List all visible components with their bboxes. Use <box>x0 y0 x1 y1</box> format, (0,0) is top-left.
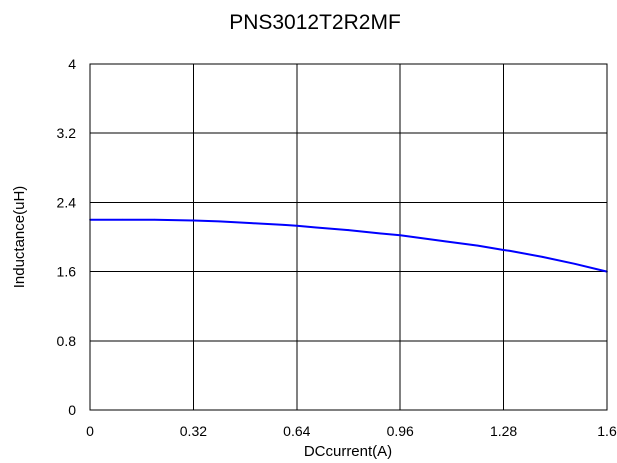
series-layer <box>89 218 608 273</box>
y-tick-label: 1.6 <box>57 264 77 280</box>
plot-frame <box>89 63 608 411</box>
x-tick-labels: 0 0.32 0.64 0.96 1.28 1.6 <box>86 423 617 439</box>
data-point <box>509 250 511 252</box>
x-tick-label: 1.6 <box>597 423 617 439</box>
data-point <box>192 219 195 222</box>
data-point <box>541 256 544 258</box>
chart-title: PNS3012T2R2MF <box>229 11 401 34</box>
series-line <box>90 218 608 273</box>
data-point <box>296 224 298 227</box>
data-point <box>573 263 576 265</box>
y-tick-label: 0 <box>68 402 76 418</box>
x-tick-label: 1.28 <box>490 423 517 439</box>
data-point <box>121 218 124 221</box>
x-axis-label: DCcurrent(A) <box>304 443 392 460</box>
data-point <box>283 224 285 226</box>
data-point <box>315 226 317 229</box>
data-point <box>476 244 479 247</box>
data-point <box>399 234 402 237</box>
x-tick-label: 0 <box>86 423 94 439</box>
data-point <box>250 222 253 224</box>
data-point <box>218 220 221 223</box>
data-point <box>347 229 350 231</box>
x-tick-label: 0.32 <box>180 423 207 439</box>
data-point <box>153 218 156 221</box>
y-axis-label: Inductance(uH) <box>11 186 28 289</box>
x-tick-label: 0.64 <box>283 423 310 439</box>
data-point <box>412 236 414 238</box>
x-tick-label: 0.96 <box>387 423 414 439</box>
y-tick-label: 3.2 <box>57 125 77 141</box>
grid <box>89 63 608 411</box>
y-tick-label: 2.4 <box>57 194 77 210</box>
data-point <box>502 249 505 251</box>
data-point <box>444 240 447 243</box>
y-tick-labels: 0 0.8 1.6 2.4 3.2 4 <box>57 56 77 418</box>
y-tick-label: 4 <box>68 56 76 72</box>
y-tick-label: 0.8 <box>57 333 77 349</box>
data-point <box>380 232 382 235</box>
